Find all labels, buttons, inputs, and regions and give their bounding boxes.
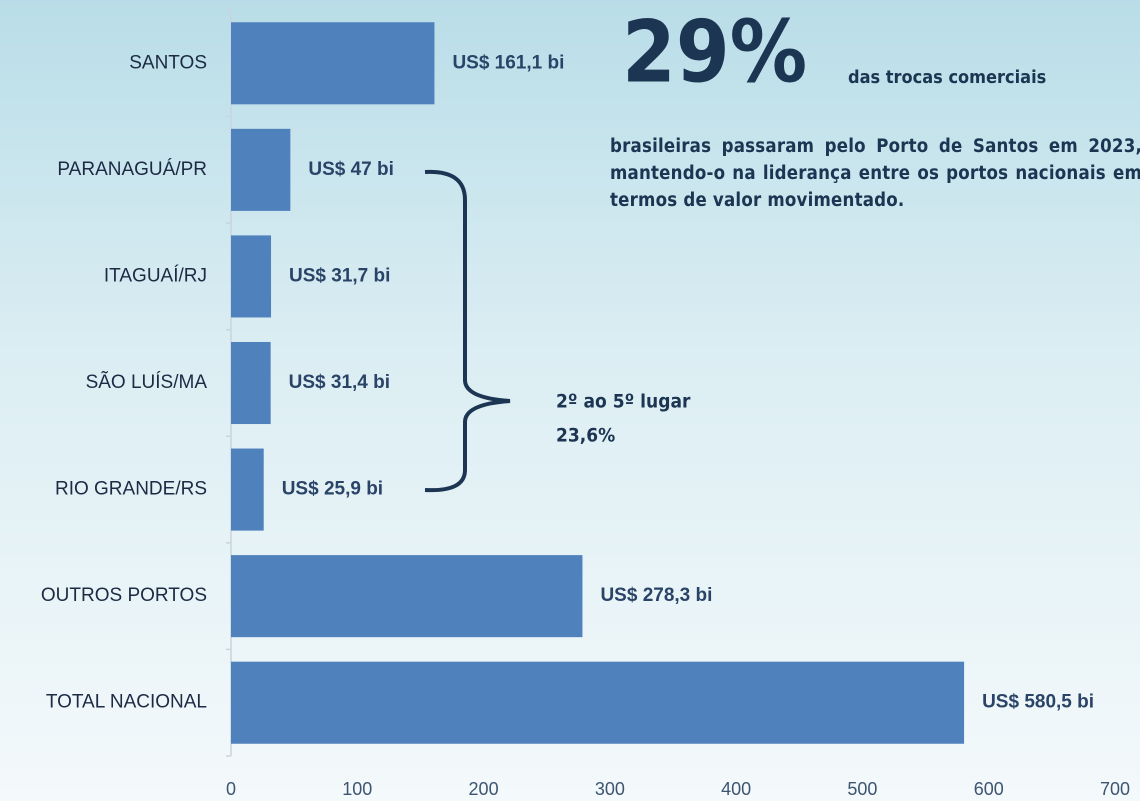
- y-tick-label: ITAGUAÍ/RJ: [104, 265, 207, 286]
- value-label: US$ 31,4 bi: [289, 372, 390, 393]
- y-tick-label: SÃO LUÍS/MA: [86, 371, 208, 393]
- y-tick-label: SANTOS: [129, 52, 207, 73]
- bar: [231, 235, 272, 318]
- group-label: 2º ao 5º lugar: [556, 391, 691, 413]
- y-tick-label: TOTAL NACIONAL: [46, 692, 207, 713]
- x-tick-label: 300: [595, 779, 625, 799]
- headline-tail: das trocas comerciais: [848, 67, 1046, 88]
- bar: [231, 661, 965, 744]
- headline: 29%: [622, 2, 807, 102]
- y-tick-label: RIO GRANDE/RS: [55, 479, 207, 500]
- value-label: US$ 161,1 bi: [452, 52, 564, 73]
- group-share: 23,6%: [556, 425, 615, 447]
- bar: [231, 448, 264, 531]
- value-label: US$ 47 bi: [308, 159, 394, 180]
- group-brace: [424, 169, 511, 493]
- bar: [231, 341, 271, 425]
- x-tick-label: 100: [342, 779, 372, 799]
- value-label: US$ 25,9 bi: [282, 479, 383, 500]
- value-label: US$ 31,7 bi: [289, 265, 390, 286]
- bar: [231, 128, 291, 211]
- value-label: US$ 580,5 bi: [982, 692, 1094, 713]
- bar: [231, 22, 435, 105]
- annotation-text: brasileiras passaram pelo Porto de Santo…: [610, 136, 1140, 211]
- y-tick-label: OUTROS PORTOS: [41, 585, 207, 606]
- x-tick-label: 0: [226, 779, 236, 799]
- y-tick-label: PARANAGUÁ/PR: [57, 159, 207, 180]
- value-label: US$ 278,3 bi: [600, 585, 712, 606]
- x-tick-label: 200: [469, 779, 499, 799]
- x-tick-label: 500: [847, 779, 877, 799]
- x-tick-label: 400: [721, 779, 751, 799]
- x-tick-label: 700: [1100, 779, 1130, 799]
- bar: [231, 555, 583, 638]
- x-tick-label: 600: [974, 779, 1004, 799]
